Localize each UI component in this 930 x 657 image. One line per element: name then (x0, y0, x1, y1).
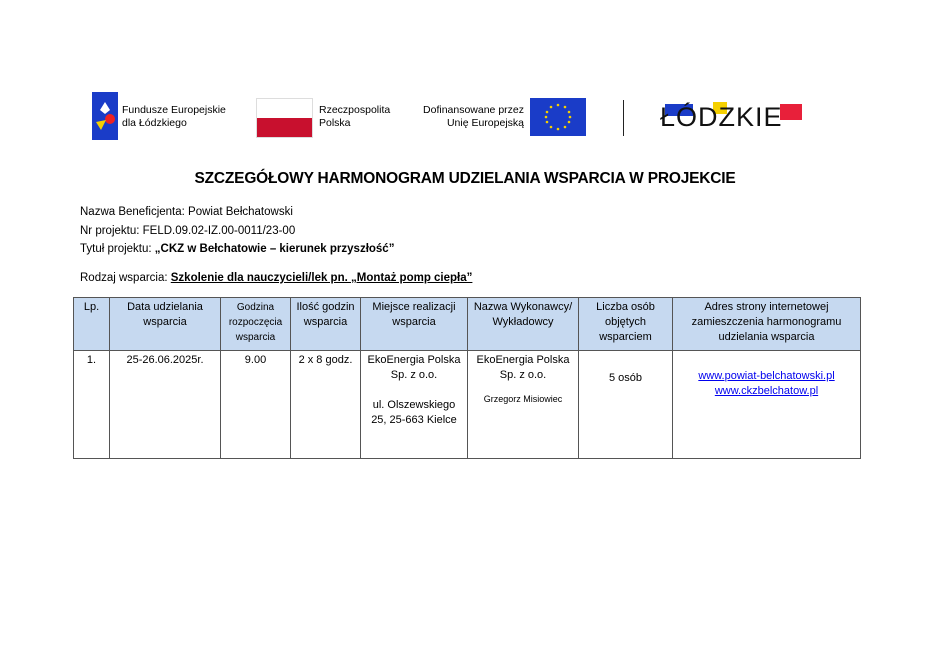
header-miejsce: Miejsce realizacji wsparcia (360, 297, 468, 351)
table-header-row: Lp. Data udzielania wsparcia Godzina roz… (73, 297, 861, 351)
cell-adres: www.powiat-belchatowski.pl www.ckzbelchat… (672, 350, 861, 459)
rodzaj-line: Rodzaj wsparcia: Szkolenie dla nauczycie… (80, 272, 472, 284)
header-wykonawca: Nazwa Wykonawcy/ Wykładowcy (467, 297, 579, 351)
page-title: SZCZEGÓŁOWY HARMONOGRAM UDZIELANIA WSPAR… (194, 170, 736, 187)
tytul-value: „CKZ w Bełchatowie – kierunek przyszłość… (154, 243, 395, 255)
miejsce-company: EkoEnergia Polska Sp. z o.o. (367, 354, 461, 381)
rp-line2: Polska (319, 117, 351, 129)
lodzkie-yellow-block (713, 102, 727, 114)
lodzkie-red-block (780, 104, 802, 120)
header-godzina: Godzina rozpoczęcia wsparcia (220, 297, 291, 351)
tytul-label: Tytuł projektu: (80, 243, 155, 255)
eu-flag-icon (530, 98, 586, 136)
lodzkie-logo-text: ŁÓDZKIE (660, 102, 783, 132)
cell-data: 25-26.06.2025r. (109, 350, 221, 459)
fe-logo-text: Fundusze Europejskie dla Łódzkiego (122, 104, 226, 130)
nr-label: Nr projektu: (80, 225, 143, 237)
logo-divider (623, 100, 624, 136)
fe-logo-icon (92, 92, 118, 140)
eu-line1: Dofinansowane przez (423, 104, 524, 116)
nr-line: Nr projektu: FELD.09.02-IZ.00-0011/23-00 (80, 225, 295, 237)
cell-wykonawca: EkoEnergia Polska Sp. z o.o. Grzegorz Mis… (467, 350, 579, 459)
wykladowca-name: Grzegorz Misiowiec (483, 394, 563, 404)
rp-logo-text: Rzeczpospolita Polska (319, 104, 390, 130)
cell-ilosc: 2 x 8 godz. (290, 350, 361, 459)
tytul-line: Tytuł projektu: „CKZ w Bełchatowie – kie… (80, 243, 394, 255)
cell-godzina: 9.00 (220, 350, 291, 459)
eu-line2: Unię Europejską (446, 117, 524, 129)
header-adres: Adres strony internetowej zamieszczenia … (672, 297, 861, 351)
eu-logo-text: Dofinansowane przez Unię Europejską (416, 104, 524, 130)
logo-bar: Fundusze Europejskie dla Łódzkiego Rzecz… (90, 92, 810, 140)
link-powiat[interactable]: www.powiat-belchatowski.pl (698, 370, 835, 382)
header-ilosc: Ilość godzin wsparcia (290, 297, 361, 351)
header-data: Data udzielania wsparcia (109, 297, 221, 351)
cell-miejsce: EkoEnergia Polska Sp. z o.o. ul. Olszewsk… (360, 350, 468, 459)
wykonawca-company: EkoEnergia Polska Sp. z o.o. (476, 354, 570, 381)
nr-value: FELD.09.02-IZ.00-0011/23-00 (142, 225, 296, 237)
header-lp: Lp. (73, 297, 110, 351)
rodzaj-label: Rodzaj wsparcia: (80, 272, 171, 284)
lodzkie-blue-block (665, 104, 693, 116)
header-liczba: Liczba osób objętych wsparciem (578, 297, 673, 351)
rp-line1: Rzeczpospolita (319, 104, 391, 116)
beneficjent-label: Nazwa Beneficjenta: (80, 206, 189, 218)
rodzaj-value: Szkolenie dla nauczycieli/lek pn. „Monta… (170, 272, 473, 284)
cell-lp: 1. (73, 350, 110, 459)
beneficjent-value: Powiat Bełchatowski (188, 206, 293, 218)
schedule-table: Lp. Data udzielania wsparcia Godzina roz… (73, 297, 861, 459)
miejsce-address: ul. Olszewskiego 25, 25-663 Kielce (371, 399, 457, 426)
link-ckz[interactable]: www.ckzbelchatow.pl (714, 385, 819, 397)
pl-flag-icon (256, 98, 313, 138)
fe-line1: Fundusze Europejskie (122, 104, 226, 116)
beneficjent-line: Nazwa Beneficjenta: Powiat Bełchatowski (80, 206, 293, 218)
table-row: 1. 25-26.06.2025r. 9.00 2 x 8 godz. EkoE… (73, 350, 861, 459)
fe-line2: dla Łódzkiego (122, 117, 187, 129)
cell-liczba: 5 osób (578, 350, 673, 459)
